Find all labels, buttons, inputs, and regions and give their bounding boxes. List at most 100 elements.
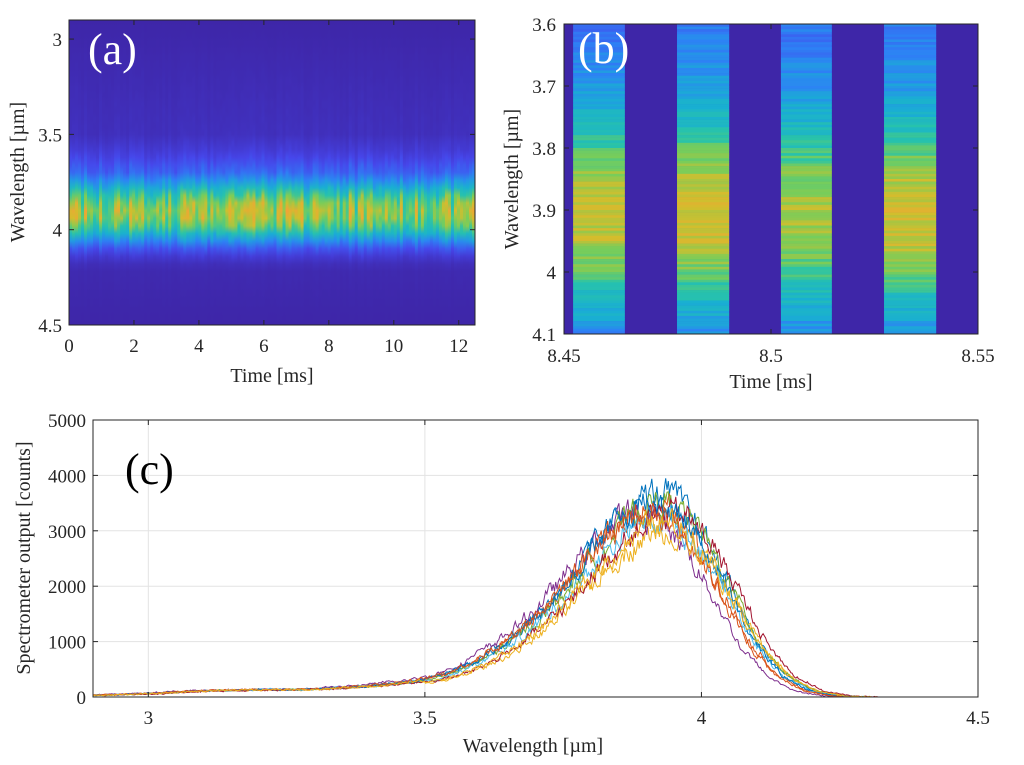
heatmap-cell — [573, 248, 625, 252]
heatmap-cell — [780, 148, 832, 151]
heatmap-cell — [573, 243, 625, 247]
heatmap-column — [333, 20, 338, 325]
heatmap-cell — [573, 31, 625, 35]
heatmap-cell — [677, 24, 730, 27]
heatmap-cell — [573, 145, 625, 149]
heatmap-column — [198, 20, 202, 325]
heatmap-cell — [884, 104, 937, 107]
heatmap-cell — [677, 261, 730, 265]
heatmap-cell — [677, 101, 730, 105]
heatmap-cell — [573, 290, 625, 293]
heatmap-column — [465, 20, 470, 325]
heatmap-cell — [573, 246, 625, 250]
heatmap-cell — [780, 98, 832, 102]
heatmap-cell — [677, 148, 730, 151]
heatmap-cell — [780, 124, 832, 128]
heatmap-column — [78, 20, 82, 325]
heatmap-cell — [677, 29, 730, 33]
heatmap-column — [171, 20, 175, 325]
heatmap-cell — [573, 261, 625, 265]
heatmap-cell — [677, 269, 730, 273]
heatmap-cell — [780, 331, 832, 335]
heatmap-cell — [780, 274, 832, 278]
heatmap-cell — [677, 158, 730, 162]
heatmap-cell — [884, 42, 937, 45]
heatmap-column — [435, 20, 440, 325]
heatmap-cell — [573, 253, 625, 257]
heatmap-cell — [677, 52, 730, 56]
panel-c-y-tick-label: 1000 — [48, 633, 86, 654]
panel-b-x-ticks: 8.45 8.5 8.55 — [547, 24, 995, 367]
spectrum-trace — [92, 491, 978, 698]
heatmap-cell — [780, 135, 832, 138]
heatmap-cell — [884, 124, 937, 128]
heatmap-column — [417, 20, 422, 325]
heatmap-cell — [780, 251, 832, 255]
heatmap-cell — [780, 186, 832, 190]
heatmap-cell — [884, 308, 937, 312]
heatmap-cell — [884, 39, 937, 43]
heatmap-cell — [780, 153, 832, 157]
heatmap-column — [363, 20, 368, 325]
heatmap-column — [219, 20, 223, 325]
heatmap-column — [180, 20, 184, 325]
heatmap-cell — [884, 326, 937, 330]
panel-a-x-tick-label: 12 — [449, 336, 468, 357]
heatmap-cell — [573, 129, 625, 133]
heatmap-cell — [884, 49, 937, 53]
heatmap-cell — [677, 202, 730, 206]
heatmap-column — [471, 20, 476, 325]
heatmap-column — [270, 20, 274, 325]
heatmap-column — [117, 20, 121, 325]
heatmap-cell — [780, 57, 832, 61]
heatmap-cell — [677, 321, 730, 324]
heatmap-cell — [884, 266, 937, 270]
heatmap-cell — [573, 26, 625, 30]
heatmap-cell — [677, 215, 730, 219]
heatmap-cell — [677, 199, 730, 203]
heatmap-cell — [884, 145, 937, 149]
panel-a-label: (a) — [88, 25, 137, 74]
heatmap-cell — [677, 246, 730, 250]
heatmap-cell — [677, 62, 730, 66]
heatmap-cell — [677, 253, 730, 257]
heatmap-cell — [780, 292, 832, 296]
heatmap-column — [441, 20, 446, 325]
heatmap-cell — [573, 305, 625, 309]
heatmap-cell — [884, 101, 937, 105]
panel-b-xlabel: Time [ms] — [729, 371, 812, 393]
heatmap-column — [168, 20, 172, 325]
heatmap-column — [84, 20, 88, 325]
heatmap-cell — [780, 282, 832, 286]
heatmap-cell — [884, 181, 937, 185]
heatmap-column — [396, 20, 401, 325]
panel-c-ylabel: Spectrometer output [counts] — [13, 441, 35, 674]
heatmap-cell — [884, 238, 937, 242]
heatmap-cell — [677, 303, 730, 306]
heatmap-cell — [677, 70, 730, 74]
heatmap-cell — [884, 52, 937, 56]
heatmap-column — [405, 20, 410, 325]
heatmap-cell — [677, 160, 730, 164]
heatmap-cell — [677, 181, 730, 185]
heatmap-cell — [573, 150, 625, 154]
panel-a-y-tick-label: 4 — [53, 221, 63, 242]
heatmap-column — [249, 20, 253, 325]
heatmap-column — [450, 20, 455, 325]
heatmap-cell — [677, 44, 730, 48]
heatmap-cell — [573, 148, 625, 151]
heatmap-cell — [780, 272, 832, 275]
heatmap-cell — [573, 313, 625, 317]
spectrum-trace — [92, 493, 978, 698]
heatmap-cell — [677, 168, 730, 172]
heatmap-cell — [884, 264, 937, 268]
heatmap-cell — [677, 36, 730, 40]
panel-c-axes-box — [92, 419, 979, 698]
panel-c-x-tick-label: 4.5 — [966, 708, 990, 729]
heatmap-column — [462, 20, 467, 325]
heatmap-column — [141, 20, 145, 325]
heatmap-cell — [573, 321, 625, 324]
heatmap-cell — [884, 34, 937, 38]
heatmap-cell — [884, 235, 937, 239]
heatmap-cell — [677, 331, 730, 335]
